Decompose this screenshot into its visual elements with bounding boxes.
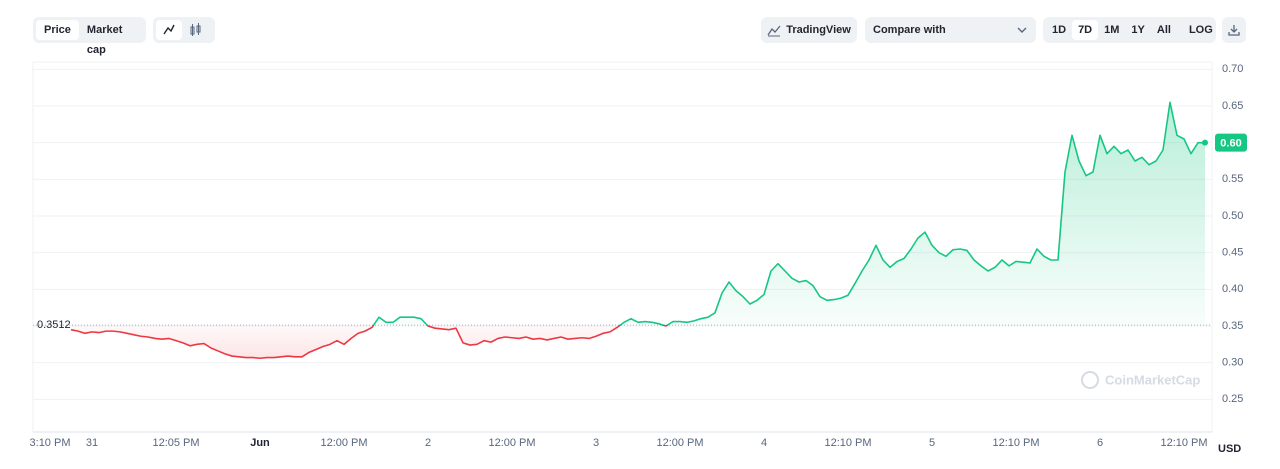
x-tick-label: 12:00 PM	[488, 437, 535, 449]
y-tick-label: 0.70	[1222, 63, 1243, 75]
range-tab[interactable]: 7D	[1072, 20, 1099, 40]
range-tab[interactable]: 1Y	[1131, 24, 1145, 36]
range-tab[interactable]: LOG	[1188, 24, 1213, 36]
x-tick-label: 4	[761, 437, 767, 449]
range-tab[interactable]: All	[1156, 24, 1171, 36]
y-tick-label: 0.40	[1222, 283, 1243, 295]
x-tick-label: 12:05 PM	[152, 437, 199, 449]
tab[interactable]: Market cap	[86, 24, 123, 56]
price-area	[71, 102, 1205, 359]
x-tick-label: Jun	[250, 437, 270, 449]
tradingview-button[interactable]: TradingView	[761, 17, 857, 43]
x-tick-label: 3:10 PM	[30, 437, 71, 449]
candle-icon[interactable]	[182, 20, 208, 40]
baseline-label: 0.3512	[37, 319, 71, 331]
compare-label: Compare with	[873, 24, 946, 36]
x-tick-label: 2	[425, 437, 431, 449]
tradingview-label: TradingView	[786, 24, 851, 36]
x-tick-label: 12:10 PM	[1160, 437, 1207, 449]
y-tick-label: 0.65	[1222, 100, 1243, 112]
y-tick-label: 0.55	[1222, 173, 1243, 185]
price-line	[70, 101, 1205, 360]
tab[interactable]: Price	[36, 20, 79, 40]
range-tab[interactable]: 1D	[1052, 24, 1067, 36]
x-tick-label: 12:10 PM	[992, 437, 1039, 449]
x-tick-label: 12:00 PM	[656, 437, 703, 449]
x-tick-label: 3	[593, 437, 599, 449]
last-point	[1202, 139, 1208, 146]
x-tick-label: 5	[929, 437, 935, 449]
x-tick-label: 6	[1097, 437, 1103, 449]
y-tick-label: 0.50	[1222, 210, 1243, 222]
x-tick-label: 12:00 PM	[320, 437, 367, 449]
x-tick-label: 31	[86, 437, 98, 449]
metric-tabs: Price Market cap	[33, 17, 146, 56]
watermark-text: CoinMarketCap	[1105, 372, 1200, 387]
compare-select[interactable]: Compare with	[865, 17, 1036, 43]
y-tick-label: 0.35	[1222, 320, 1243, 332]
x-tick-label: 12:10 PM	[824, 437, 871, 449]
line-icon[interactable]	[156, 20, 182, 40]
axis-unit: USD	[1218, 443, 1241, 455]
chart-style	[153, 17, 215, 43]
watermark: CoinMarketCap	[1081, 371, 1200, 389]
current-price-label: 0.60	[1220, 138, 1241, 150]
download-button[interactable]	[1222, 17, 1246, 43]
range-tab[interactable]: 1M	[1104, 24, 1120, 36]
y-tick-label: 0.25	[1222, 393, 1243, 405]
y-tick-label: 0.45	[1222, 247, 1243, 259]
range-tabs: 1D 7D 1M 1Y All LOG	[1043, 17, 1216, 43]
y-tick-label: 0.30	[1222, 357, 1243, 369]
current-price-badge	[1215, 133, 1247, 152]
